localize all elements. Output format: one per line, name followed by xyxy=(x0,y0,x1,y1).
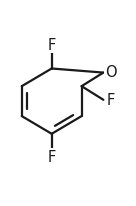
Text: F: F xyxy=(48,37,56,52)
Text: O: O xyxy=(105,64,117,79)
Text: F: F xyxy=(48,150,56,165)
Text: F: F xyxy=(107,93,115,108)
